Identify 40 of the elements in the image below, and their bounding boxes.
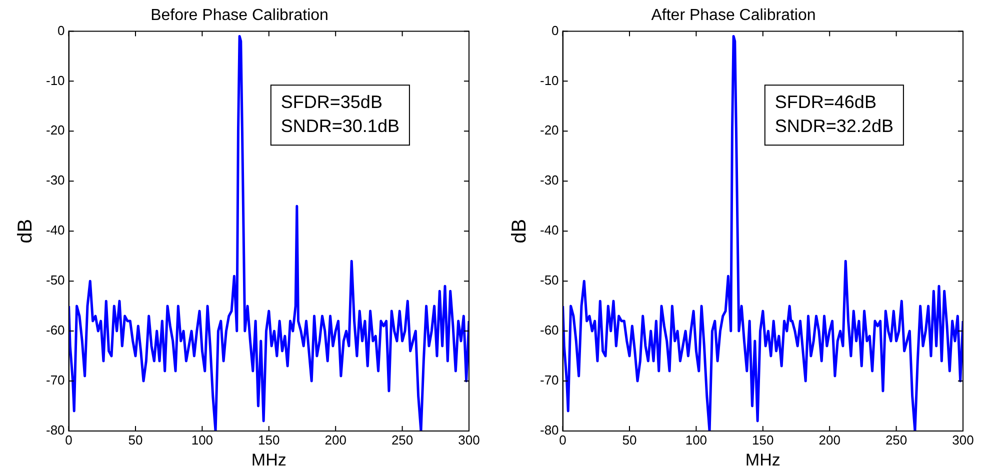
x-tick-label: 50 [128,432,143,448]
y-tick-label: -30 [46,172,65,188]
annotation: SNDR=32.2dB [774,116,894,136]
x-tick-label: 250 [391,432,414,448]
y-tick-label: -70 [46,372,65,388]
y-tick-label: -70 [540,372,559,388]
y-tick-label: -60 [540,322,559,338]
chart-title: Before Phase Calibration [150,7,328,24]
x-tick-label: 200 [818,432,840,448]
y-tick-label: -20 [46,122,65,138]
y-tick-label: -40 [46,222,65,238]
y-tick-label: -10 [540,72,559,88]
annotation: SFDR=35dB [280,92,382,112]
x-tick-label: 250 [885,432,908,448]
x-tick-label: 150 [752,432,774,448]
chart-title: After Phase Calibration [651,7,816,24]
x-axis-title: MHz [251,450,286,470]
y-tick-label: 0 [552,22,559,38]
y-tick-label: 0 [58,22,65,38]
annotation: SFDR=46dB [774,92,876,112]
y-tick-label: -10 [46,72,65,88]
y-tick-label: -50 [540,272,559,288]
x-tick-label: 100 [685,432,708,448]
x-tick-label: 150 [258,432,280,448]
x-tick-label: 200 [324,432,346,448]
y-axis-title: dB [508,218,531,244]
y-tick-label: -80 [540,422,559,438]
y-tick-label: -60 [46,322,65,338]
x-axis-title: MHz [745,450,780,470]
y-tick-label: -20 [540,122,559,138]
x-tick-label: 50 [622,432,637,448]
y-axis-title: dB [14,218,37,244]
y-tick-label: -50 [46,272,65,288]
x-tick-label: 300 [952,432,974,448]
x-tick-label: 100 [191,432,214,448]
y-tick-label: -80 [46,422,65,438]
y-tick-label: -40 [540,222,559,238]
x-tick-label: 300 [458,432,480,448]
y-tick-label: -30 [540,172,559,188]
annotation: SNDR=30.1dB [280,116,400,136]
